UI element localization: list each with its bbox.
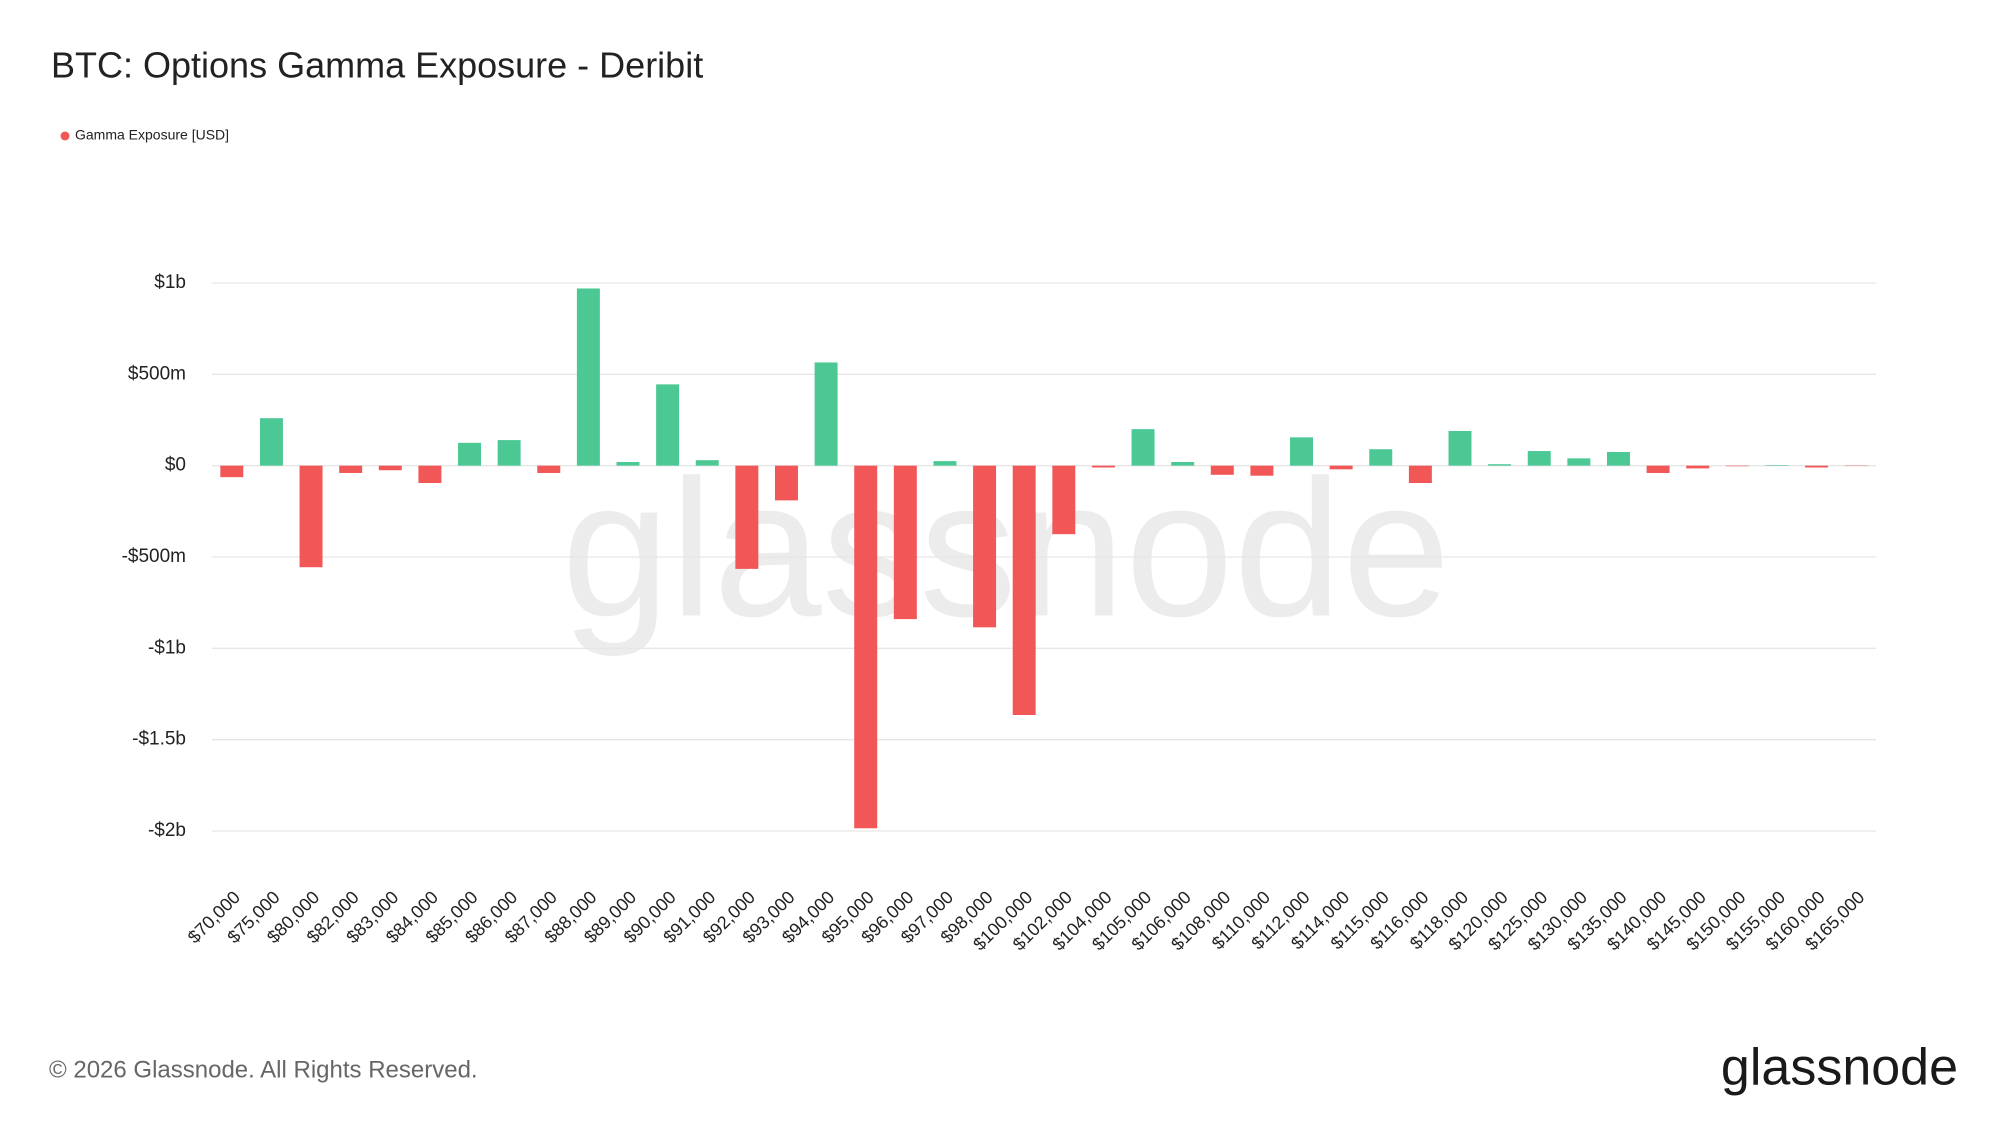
y-tick-label: $500m (128, 363, 186, 384)
bar (537, 465, 561, 473)
bar (339, 465, 363, 473)
bar (616, 462, 640, 466)
bar (814, 362, 838, 466)
y-tick-label: -$500m (122, 546, 186, 567)
bar (1091, 465, 1115, 468)
bar (1210, 465, 1234, 475)
y-tick-label: -$1.5b (132, 729, 186, 750)
legend-label: Gamma Exposure [USD] (75, 127, 229, 143)
bar (299, 465, 323, 568)
logo: glassnode (1721, 1039, 1958, 1097)
bar (1052, 465, 1076, 535)
bar (1805, 465, 1829, 468)
bar (1408, 465, 1432, 484)
y-tick-label: -$1b (148, 637, 186, 658)
bar (259, 418, 283, 466)
bar (1488, 464, 1512, 466)
bar (1290, 437, 1314, 466)
bar (1567, 458, 1591, 466)
y-tick-label: $0 (165, 455, 186, 476)
watermark: glassnode (561, 440, 1450, 658)
legend-marker (60, 131, 70, 141)
bar (1765, 465, 1789, 466)
bar (1646, 465, 1670, 473)
bar (735, 465, 759, 569)
bar (1369, 449, 1393, 466)
legend: Gamma Exposure [USD] (60, 127, 229, 143)
bar (220, 465, 244, 478)
bar (1329, 465, 1353, 470)
bar (378, 465, 402, 471)
bar (893, 465, 917, 620)
bar (576, 288, 600, 466)
bar (1012, 465, 1036, 716)
chart-title: BTC: Options Gamma Exposure - Deribit (51, 45, 703, 86)
y-tick-label: -$2b (148, 820, 186, 841)
bar (418, 465, 442, 484)
footer: © 2026 Glassnode. All Rights Reserved. (49, 1056, 478, 1083)
y-tick-label: $1b (154, 272, 186, 293)
bar (656, 384, 680, 466)
bar (458, 442, 482, 466)
bar (1171, 462, 1195, 466)
bar (1527, 451, 1551, 466)
bar (854, 465, 878, 829)
bar (1131, 429, 1155, 466)
bar (1725, 465, 1749, 467)
bar (1250, 465, 1274, 476)
bar (1686, 465, 1710, 469)
bar (973, 465, 997, 628)
bar (933, 461, 957, 466)
bar (695, 460, 719, 466)
bar (774, 465, 798, 501)
bar (497, 440, 521, 466)
bar (1606, 451, 1630, 466)
bar (1448, 430, 1472, 466)
